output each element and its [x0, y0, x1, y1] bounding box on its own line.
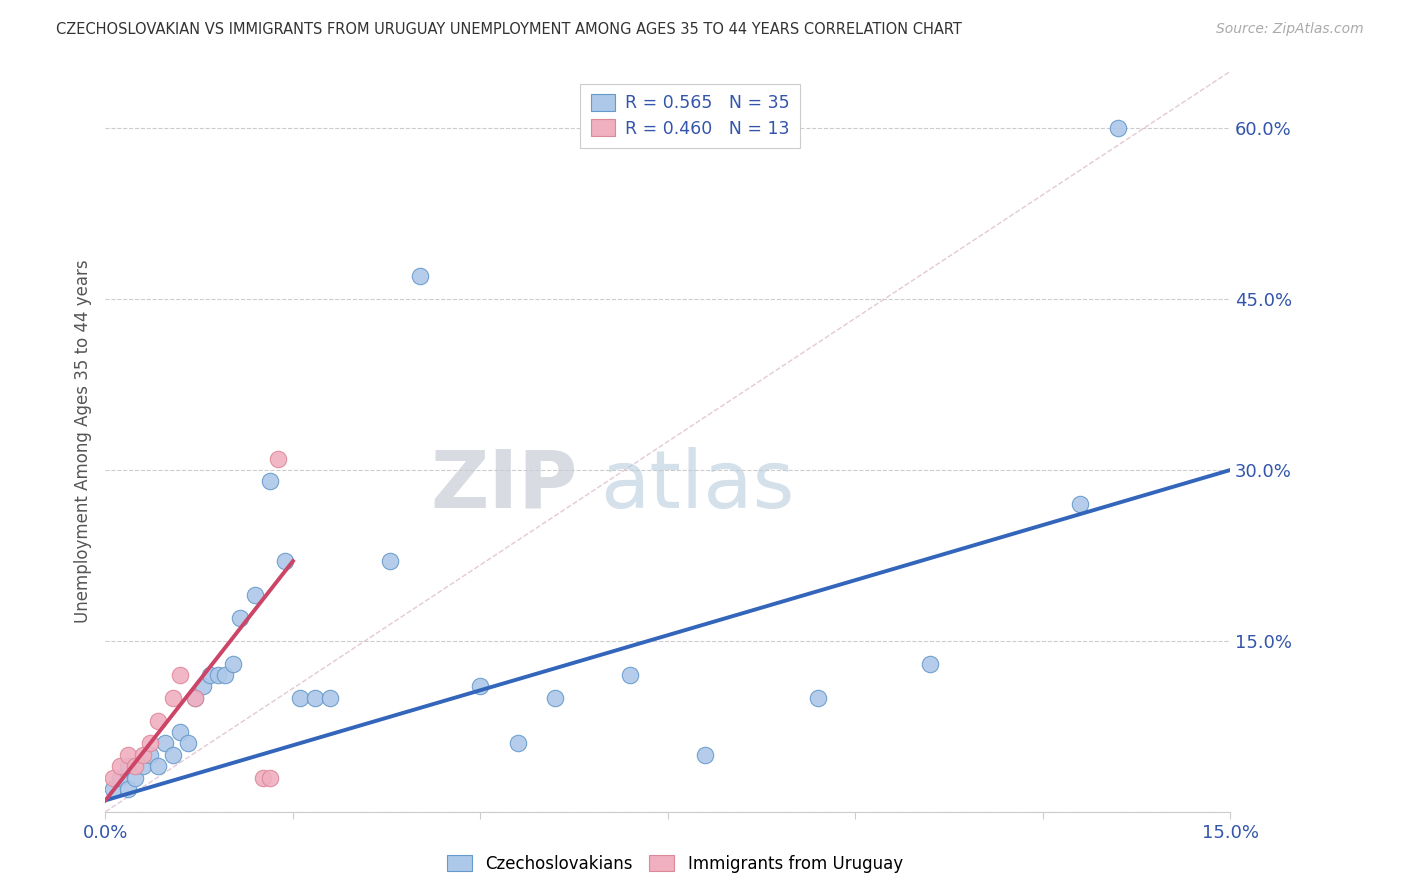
- Point: [146, 714, 169, 728]
- Point: [506, 736, 529, 750]
- Point: [110, 759, 132, 773]
- Point: [267, 451, 290, 466]
- Point: [162, 747, 184, 762]
- Point: [470, 680, 492, 694]
- Point: [177, 736, 200, 750]
- Point: [155, 736, 177, 750]
- Point: [184, 690, 207, 705]
- Point: [274, 554, 297, 568]
- Point: [245, 588, 267, 602]
- Text: ZIP: ZIP: [430, 447, 578, 525]
- Point: [132, 759, 155, 773]
- Point: [229, 611, 252, 625]
- Point: [319, 690, 342, 705]
- Point: [807, 690, 830, 705]
- Point: [619, 668, 641, 682]
- Point: [304, 690, 326, 705]
- Point: [184, 690, 207, 705]
- Point: [207, 668, 229, 682]
- Point: [117, 781, 139, 796]
- Point: [124, 771, 146, 785]
- Text: Source: ZipAtlas.com: Source: ZipAtlas.com: [1216, 22, 1364, 37]
- Point: [259, 771, 281, 785]
- Point: [222, 657, 245, 671]
- Point: [110, 771, 132, 785]
- Point: [259, 475, 281, 489]
- Point: [200, 668, 222, 682]
- Text: atlas: atlas: [600, 447, 794, 525]
- Point: [162, 690, 184, 705]
- Point: [124, 759, 146, 773]
- Point: [169, 725, 191, 739]
- Point: [146, 759, 169, 773]
- Point: [544, 690, 567, 705]
- Point: [695, 747, 717, 762]
- Point: [1107, 121, 1129, 136]
- Legend: R = 0.565   N = 35, R = 0.460   N = 13: R = 0.565 N = 35, R = 0.460 N = 13: [581, 84, 800, 148]
- Point: [101, 781, 124, 796]
- Point: [380, 554, 402, 568]
- Legend: Czechoslovakians, Immigrants from Uruguay: Czechoslovakians, Immigrants from Urugua…: [440, 848, 910, 880]
- Y-axis label: Unemployment Among Ages 35 to 44 years: Unemployment Among Ages 35 to 44 years: [75, 260, 93, 624]
- Text: CZECHOSLOVAKIAN VS IMMIGRANTS FROM URUGUAY UNEMPLOYMENT AMONG AGES 35 TO 44 YEAR: CZECHOSLOVAKIAN VS IMMIGRANTS FROM URUGU…: [56, 22, 962, 37]
- Point: [169, 668, 191, 682]
- Point: [409, 269, 432, 284]
- Point: [1069, 497, 1091, 511]
- Point: [290, 690, 312, 705]
- Point: [191, 680, 214, 694]
- Point: [101, 771, 124, 785]
- Point: [132, 747, 155, 762]
- Point: [214, 668, 236, 682]
- Point: [117, 747, 139, 762]
- Point: [920, 657, 942, 671]
- Point: [117, 759, 139, 773]
- Point: [139, 747, 162, 762]
- Point: [252, 771, 274, 785]
- Point: [139, 736, 162, 750]
